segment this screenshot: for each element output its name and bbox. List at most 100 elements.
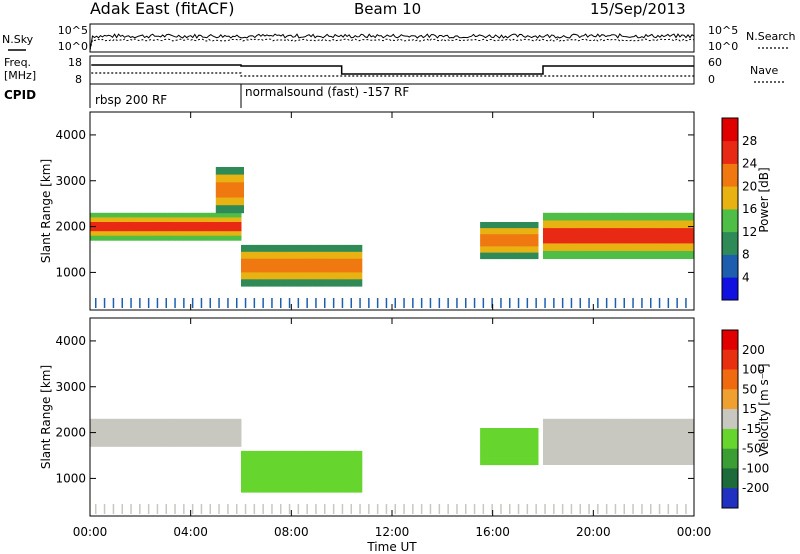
- echo-region: afternoon arc: [480, 222, 539, 260]
- echo-cell: [550, 235, 554, 244]
- echo-cell: [502, 246, 506, 253]
- echo-cell: [137, 432, 141, 438]
- echo-cell: [545, 426, 549, 435]
- echo-cell: [336, 279, 340, 287]
- echo-cell: [512, 446, 516, 453]
- echo-cell: [351, 272, 355, 280]
- echo-cell: [296, 244, 300, 253]
- echo-cell: [349, 272, 353, 280]
- echo-cell: [613, 449, 617, 458]
- echo-cell: [573, 228, 577, 237]
- echo-cell: [281, 258, 285, 266]
- echo-cell: [230, 231, 234, 237]
- power-heatmap: morning bandpre-06 spikedaytime patchaft…: [90, 167, 695, 308]
- echo-cell: [588, 449, 592, 458]
- echo-cell: [115, 222, 119, 227]
- echo-cell: [147, 231, 151, 237]
- clutter-cell: [297, 298, 300, 308]
- echo-cell: [140, 432, 144, 438]
- echo-cell: [228, 217, 232, 223]
- echo-cell: [220, 437, 224, 443]
- echo-cell: [225, 222, 229, 227]
- echo-cell: [225, 212, 229, 218]
- echo-cell: [613, 426, 617, 435]
- echo-cell: [122, 226, 126, 232]
- echo-cell: [550, 426, 554, 435]
- echo-cell: [626, 441, 630, 450]
- echo-cell: [527, 228, 531, 235]
- echo-cell: [633, 441, 637, 450]
- echo-cell: [334, 265, 338, 273]
- echo-cell: [180, 222, 184, 227]
- echo-cell: [500, 458, 504, 466]
- echo-cell: [122, 428, 126, 433]
- echo-cell: [218, 235, 222, 241]
- echo-cell: [112, 418, 116, 424]
- echo-cell: [588, 212, 592, 221]
- echo-cell: [638, 212, 642, 221]
- echo-cell: [646, 235, 650, 244]
- echo-cell: [253, 251, 257, 260]
- echo-cell: [359, 464, 363, 472]
- echo-cell: [132, 432, 136, 438]
- echo-cell: [225, 217, 229, 223]
- echo-cell: [230, 441, 234, 447]
- echo-cell: [105, 212, 109, 218]
- echo-cell: [598, 441, 602, 450]
- echo-cell: [110, 217, 114, 223]
- echo-cell: [175, 231, 179, 237]
- clutter-cell: [262, 504, 264, 514]
- echo-cell: [311, 471, 315, 479]
- x-tick-label: 00:00: [73, 525, 108, 539]
- echo-cell: [220, 212, 224, 218]
- echo-cell: [580, 228, 584, 237]
- clutter-cell: [209, 504, 211, 514]
- echo-cell: [105, 423, 109, 429]
- echo-cell: [346, 251, 350, 260]
- echo-cell: [241, 182, 244, 191]
- echo-cell: [563, 251, 567, 259]
- echo-cell: [663, 418, 667, 427]
- echo-cell: [555, 243, 559, 252]
- echo-cell: [296, 485, 300, 493]
- echo-cell: [218, 174, 222, 183]
- echo-cell: [593, 212, 597, 221]
- echo-cell: [505, 234, 509, 241]
- echo-cell: [600, 235, 604, 244]
- echo-cell: [618, 251, 622, 259]
- power-colorbar-label: Power [dB]: [757, 167, 771, 232]
- echo-cell: [666, 228, 670, 237]
- echo-cell: [507, 458, 511, 466]
- echo-cell: [658, 426, 662, 435]
- echo-cell: [558, 426, 562, 435]
- echo-cell: [90, 212, 93, 218]
- echo-cell: [296, 265, 300, 273]
- echo-cell: [97, 418, 101, 424]
- echo-cell: [595, 251, 599, 259]
- echo-cell: [359, 450, 363, 459]
- echo-cell: [646, 228, 650, 237]
- echo-cell: [598, 243, 602, 252]
- echo-cell: [311, 450, 315, 459]
- echo-cell: [160, 235, 164, 241]
- echo-cell: [565, 220, 569, 229]
- echo-cell: [203, 441, 207, 447]
- echo-cell: [100, 418, 104, 424]
- echo-cell: [341, 251, 345, 260]
- echo-cell: [230, 423, 234, 429]
- echo-cell: [326, 279, 330, 287]
- colorbar-swatch: [722, 330, 738, 351]
- echo-cell: [200, 428, 204, 433]
- echo-cell: [482, 458, 486, 466]
- echo-cell: [102, 441, 106, 447]
- echo-cell: [482, 434, 486, 441]
- clutter-cell: [685, 504, 687, 514]
- echo-cell: [251, 279, 255, 287]
- echo-cell: [671, 243, 675, 252]
- echo-cell: [223, 441, 227, 447]
- echo-cell: [658, 457, 662, 465]
- echo-cell: [233, 222, 237, 227]
- echo-cell: [507, 234, 511, 241]
- echo-cell: [628, 441, 632, 450]
- echo-cell: [165, 418, 169, 424]
